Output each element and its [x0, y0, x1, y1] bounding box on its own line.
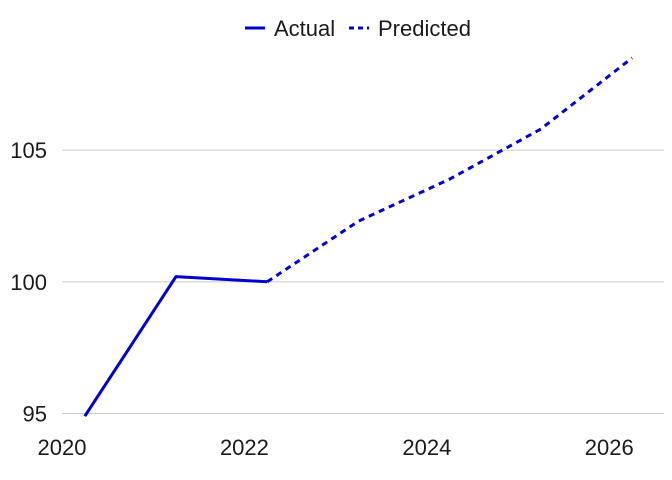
legend: Actual Predicted: [245, 16, 471, 41]
y-tick-label: 100: [10, 270, 47, 295]
y-tick-label: 105: [10, 138, 47, 163]
legend-label-actual: Actual: [274, 16, 335, 41]
x-tick-label: 2020: [38, 435, 87, 460]
y-axis-ticks: 95 100 105: [10, 138, 47, 426]
gridlines: [62, 149, 664, 415]
series-line-actual: [83, 275, 268, 418]
series-line-predicted: [266, 56, 634, 284]
series-lines: [83, 56, 634, 418]
x-axis-ticks: 2020 2022 2024 2026: [38, 435, 634, 460]
x-tick-label: 2024: [402, 435, 451, 460]
y-tick-label: 95: [23, 402, 47, 427]
x-tick-label: 2022: [220, 435, 269, 460]
x-tick-label: 2026: [585, 435, 634, 460]
legend-label-predicted: Predicted: [378, 16, 471, 41]
